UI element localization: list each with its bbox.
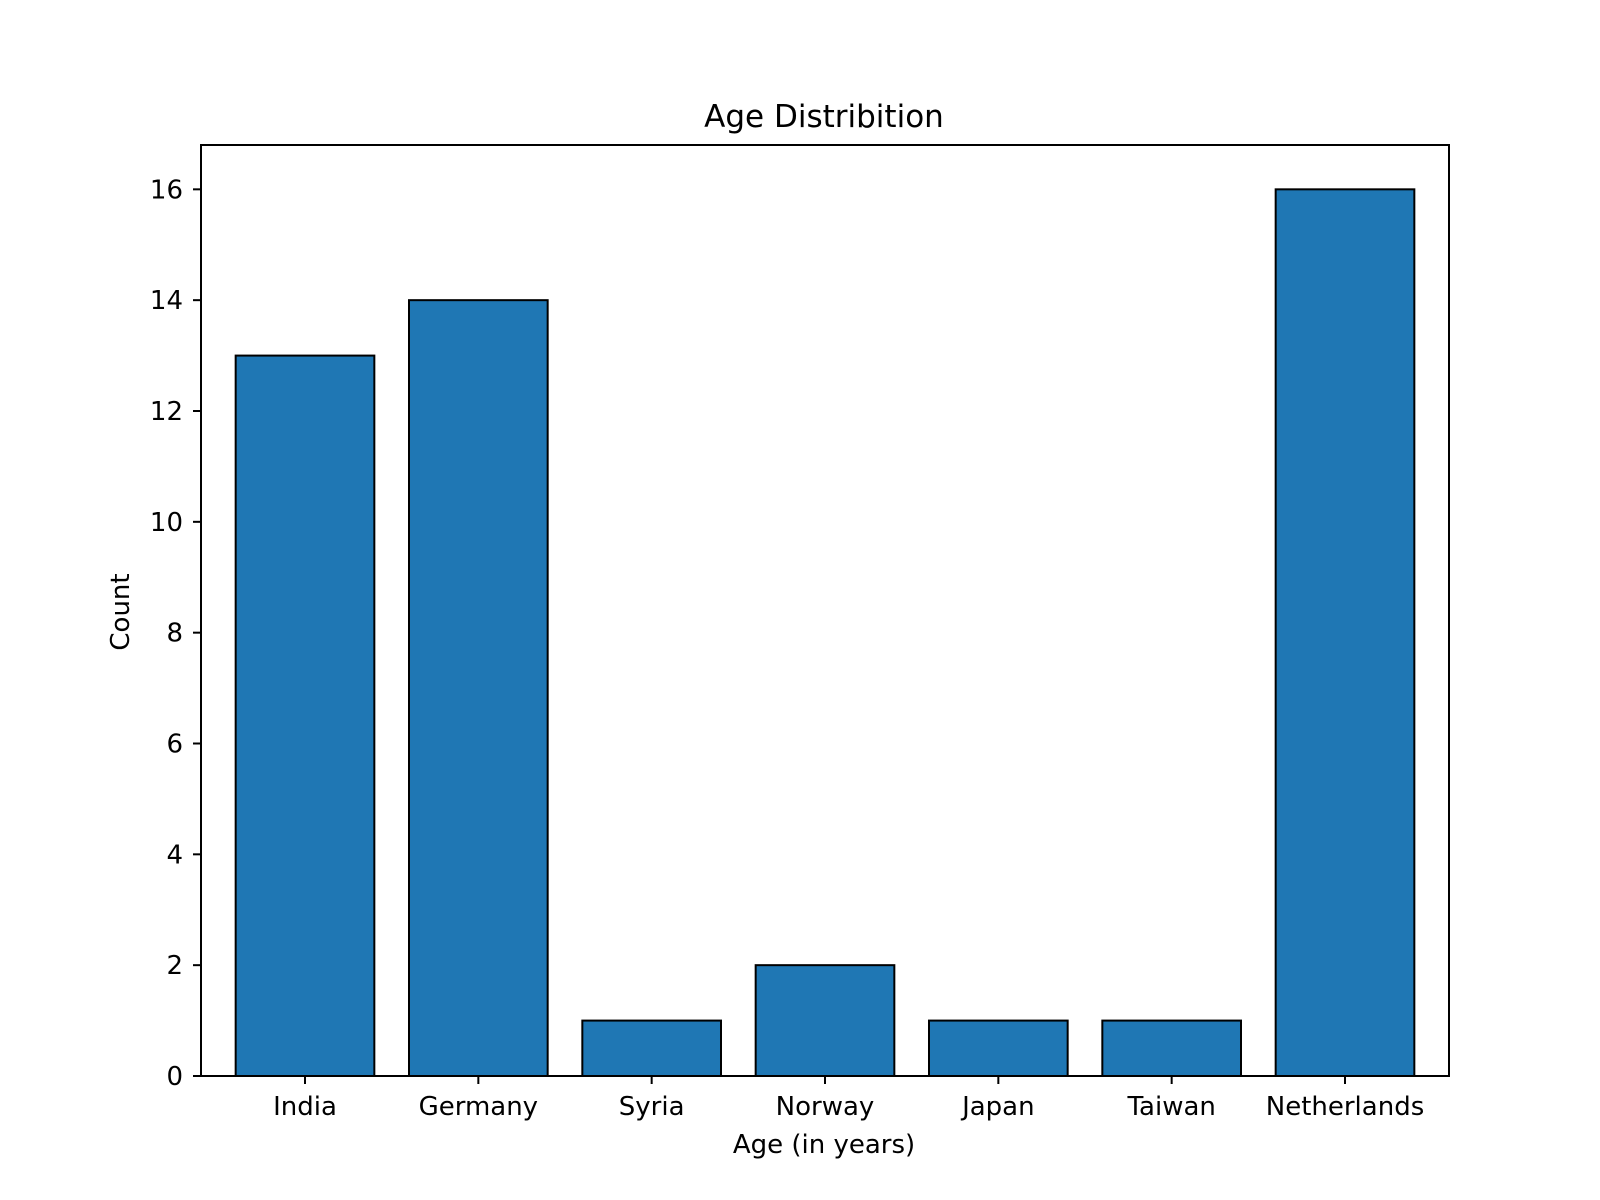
y-axis-ticks: 0 2 4 6 8 10 12 14 16 (150, 175, 201, 1092)
y-tick-label-10: 10 (150, 508, 183, 538)
bar-japan (928, 1019, 1069, 1077)
x-tick-label-syria: Syria (619, 1092, 685, 1122)
y-tick-label-6: 6 (166, 730, 183, 760)
y-tick-label-2: 2 (166, 951, 183, 981)
y-tick-label-12: 12 (150, 397, 183, 427)
y-tick-label-4: 4 (166, 840, 183, 870)
bars-group (234, 188, 1416, 1078)
bar-india (234, 354, 376, 1078)
y-tick-label-14: 14 (150, 286, 183, 316)
x-tick-label-japan: Japan (960, 1092, 1035, 1122)
bar-syria (581, 1019, 722, 1077)
y-tick-label-16: 16 (150, 175, 183, 205)
bar-germany (408, 299, 549, 1077)
bar-netherlands (1274, 188, 1416, 1078)
x-tick-label-netherlands: Netherlands (1266, 1092, 1425, 1122)
chart-title: Age Distribition (704, 99, 944, 135)
bar-norway (754, 964, 896, 1078)
x-tick-label-india: India (273, 1092, 337, 1122)
y-tick-label-0: 0 (166, 1062, 183, 1092)
x-axis-ticks: India Germany Syria Norway Japan Taiwan Nether… (273, 1076, 1424, 1122)
plot-frame (200, 144, 1450, 1077)
x-axis-label: Age (in years) (733, 1130, 915, 1160)
x-tick-label-taiwan: Taiwan (1126, 1092, 1215, 1122)
y-axis-label: Count (106, 573, 136, 650)
x-tick-label-germany: Germany (419, 1092, 539, 1122)
x-tick-label-norway: Norway (776, 1092, 875, 1122)
y-tick-label-8: 8 (166, 619, 183, 649)
bar-taiwan (1101, 1019, 1243, 1077)
